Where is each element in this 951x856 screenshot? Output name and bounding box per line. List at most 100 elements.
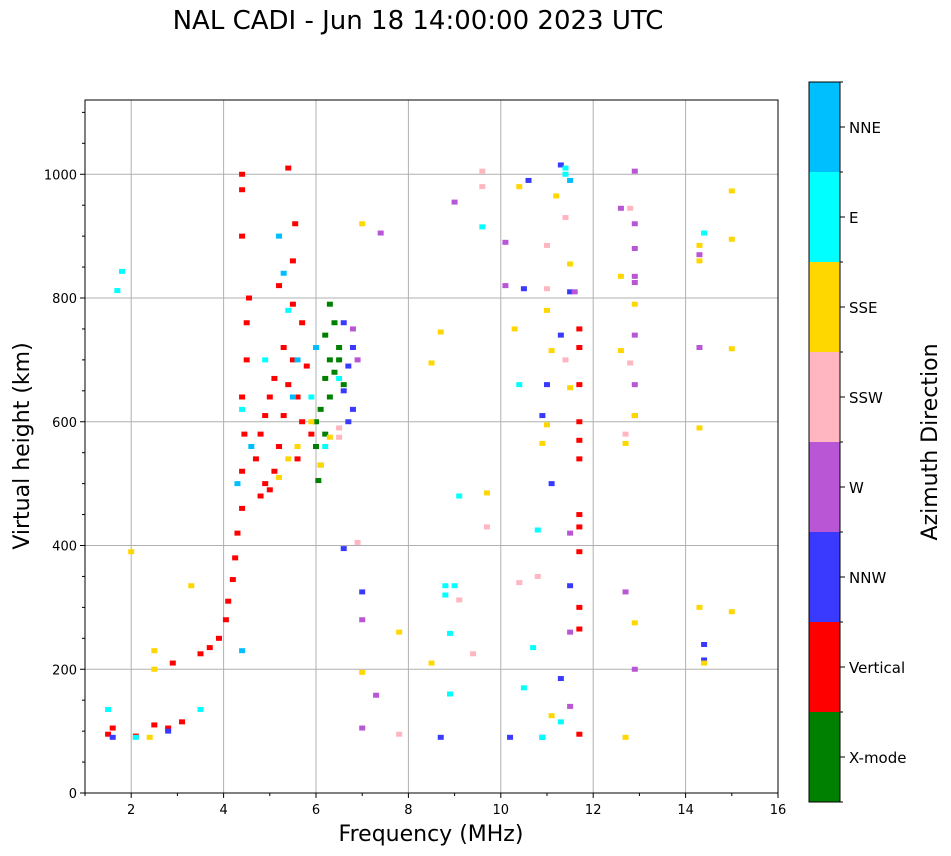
- x-tick-label: 16: [770, 803, 787, 818]
- echo-point-vertical: [299, 419, 306, 425]
- echo-point-sse: [548, 348, 555, 354]
- echo-point-vertical: [169, 660, 176, 666]
- echo-point-x-mode: [336, 345, 343, 350]
- colorbar-label: Azimuth Direction: [918, 343, 943, 540]
- echo-point-e: [557, 719, 564, 725]
- echo-point-w: [622, 589, 629, 595]
- echo-point-vertical: [576, 345, 583, 350]
- echo-point-nnw: [507, 734, 514, 740]
- echo-point-vertical: [239, 187, 246, 193]
- echo-point-vertical: [239, 233, 246, 239]
- echo-point-sse: [428, 660, 435, 666]
- echo-point-sse: [151, 648, 158, 654]
- echo-point-nnw: [701, 642, 708, 647]
- echo-point-vertical: [234, 530, 241, 536]
- echo-point-sse: [567, 261, 574, 267]
- echo-point-e: [132, 734, 139, 740]
- echo-point-w: [373, 692, 380, 698]
- echo-point-e: [516, 382, 523, 388]
- echo-point-nne: [289, 394, 296, 400]
- echo-point-vertical: [294, 394, 301, 400]
- echo-point-vertical: [276, 283, 283, 289]
- echo-point-sse: [617, 273, 624, 279]
- echo-point-w: [631, 382, 638, 388]
- colorbar-segment: [809, 82, 840, 172]
- y-tick-label: 0: [69, 787, 77, 802]
- echo-point-e: [520, 685, 527, 691]
- echo-point-x-mode: [331, 369, 338, 375]
- colorbar-frame: [808, 81, 841, 803]
- echo-point-vertical: [303, 363, 310, 369]
- echo-point-nnw: [557, 162, 564, 168]
- echo-point-vertical: [151, 722, 158, 728]
- echo-point-w: [567, 629, 574, 635]
- echo-point-vertical: [243, 357, 250, 363]
- echo-point-w: [359, 725, 366, 731]
- echo-point-x-mode: [313, 419, 319, 425]
- echo-point-nne: [234, 481, 241, 487]
- colorbar-segment: [809, 262, 840, 352]
- echo-point-ssw: [627, 360, 634, 366]
- echo-point-e: [308, 394, 315, 400]
- echo-point-ssw: [336, 425, 343, 431]
- echo-point-nne: [276, 233, 283, 239]
- echo-point-ssw: [534, 573, 541, 579]
- echo-point-nnw: [340, 388, 347, 394]
- echo-point-e: [701, 230, 708, 236]
- echo-point-vertical: [239, 505, 246, 511]
- echo-point-vertical: [239, 468, 246, 474]
- echo-point-vertical: [222, 617, 229, 623]
- echo-point-nnw: [437, 734, 444, 740]
- echo-point-ssw: [483, 524, 490, 530]
- y-axis-label: Virtual height (km): [10, 342, 35, 549]
- echo-point-sse: [622, 734, 629, 740]
- echo-point-vertical: [239, 171, 246, 177]
- echo-point-nne: [248, 444, 255, 449]
- echo-point-x-mode: [336, 357, 343, 363]
- echo-point-sse: [516, 184, 523, 190]
- echo-point-vertical: [229, 577, 236, 583]
- colorbar-tick-label: NNW: [849, 569, 886, 587]
- colorbar-tick-label: SSE: [849, 299, 878, 317]
- echo-point-sse: [696, 425, 703, 431]
- plot-frame: [84, 99, 779, 794]
- echo-point-vertical: [276, 444, 283, 449]
- echo-point-e: [456, 493, 463, 499]
- echo-point-vertical: [285, 382, 292, 388]
- echo-point-vertical: [179, 719, 186, 725]
- x-tick-label: 12: [585, 803, 602, 818]
- echo-point-vertical: [576, 626, 583, 632]
- echo-point-ssw: [456, 597, 463, 603]
- echo-point-vertical: [262, 481, 269, 487]
- echo-point-sse: [622, 440, 629, 446]
- echo-point-x-mode: [317, 406, 324, 412]
- echo-point-sse: [151, 666, 158, 672]
- echo-point-nnw: [544, 382, 550, 388]
- colorbar-tick-label: W: [849, 479, 864, 497]
- echo-point-vertical: [576, 456, 583, 462]
- echo-point-sse: [276, 474, 283, 480]
- echo-point-sse: [728, 236, 735, 242]
- echo-point-sse: [359, 669, 366, 675]
- echo-point-vertical: [262, 413, 269, 419]
- axis-ticks: 2 4 6 8 10 12 14 16 0 200 400 600 800 1000: [44, 111, 787, 818]
- echo-point-sse: [359, 221, 366, 227]
- echo-point-ssw: [627, 205, 634, 211]
- echo-point-w: [696, 252, 703, 258]
- echo-point-vertical: [308, 431, 315, 437]
- echo-point-nnw: [567, 289, 574, 295]
- y-tick-label: 200: [52, 663, 77, 678]
- echo-point-nnw: [349, 406, 356, 412]
- echo-point-ssw: [562, 215, 569, 221]
- echo-point-ssw: [354, 539, 361, 545]
- echo-point-vertical: [243, 320, 250, 326]
- echo-point-e: [114, 288, 121, 294]
- echo-point-vertical: [109, 725, 116, 731]
- x-tick-label: 6: [312, 803, 320, 818]
- echo-point-nnw: [340, 320, 347, 326]
- echo-point-e: [442, 583, 449, 589]
- y-tick-label: 800: [52, 292, 77, 307]
- echo-point-vertical: [576, 382, 583, 388]
- echo-point-sse: [294, 444, 301, 449]
